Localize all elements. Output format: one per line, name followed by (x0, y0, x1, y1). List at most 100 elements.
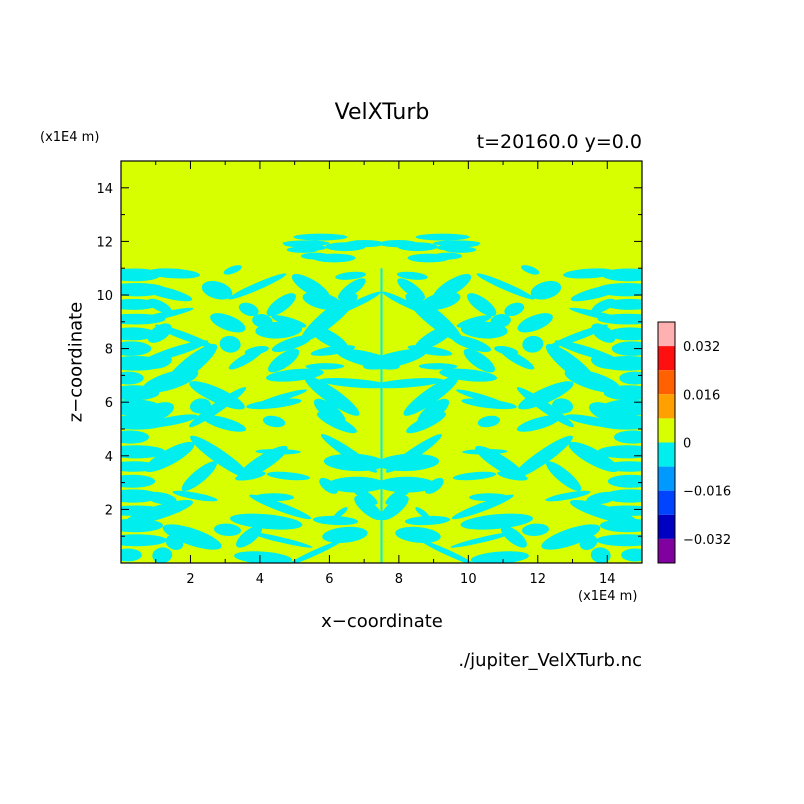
contour-patch (619, 371, 642, 385)
contour-patch (433, 273, 472, 300)
y-tick-label: 10 (96, 289, 113, 304)
chart-subtitle: t=20160.0 y=0.0 (476, 131, 642, 153)
contour-patch (452, 471, 497, 481)
contour-patch (475, 445, 526, 480)
contour-patch (407, 253, 451, 263)
contour-patch (301, 293, 358, 342)
colorbar-tick-label: −0.016 (683, 485, 731, 500)
contour-patch (530, 280, 562, 300)
contour-patch (333, 507, 348, 519)
contour-patch (490, 314, 511, 328)
contour-patch (143, 340, 209, 363)
contour-patch (621, 548, 642, 562)
colorbar-level (658, 394, 675, 419)
contour-patch (125, 499, 193, 525)
x-tick-label: 4 (256, 572, 264, 587)
contour-patch (597, 445, 642, 459)
contour-patch (494, 345, 519, 355)
contour-patch (415, 507, 430, 519)
x-tick-label: 12 (530, 572, 547, 587)
contour-patch (147, 268, 200, 279)
contour-patch (396, 271, 428, 280)
contour-patch (238, 302, 259, 317)
contour-patch (382, 291, 429, 315)
colorbar-level (658, 466, 675, 491)
y-tick-label: 14 (96, 182, 113, 197)
contour-patch (152, 547, 173, 563)
contour-patch (467, 293, 497, 317)
contour-patch (287, 539, 344, 563)
contour-patch (223, 265, 242, 275)
colorbar-tick-label: 0.016 (683, 388, 720, 403)
colorbar-level (658, 442, 675, 467)
x-tick-label: 10 (460, 572, 477, 587)
contour-patch (255, 493, 295, 502)
contour-patch (189, 381, 245, 410)
contour-patch (477, 415, 501, 428)
colorbar-level (658, 370, 675, 395)
contour-patch (463, 348, 495, 373)
colorbar-frame (657, 321, 676, 564)
contour-patch (405, 293, 462, 342)
contour-patch (121, 534, 167, 547)
contour-patch (230, 513, 303, 530)
chart-title: VelXTurb (334, 100, 430, 125)
colorbar-tick-label: 0 (683, 437, 691, 452)
y-axis-unit: (x1E4 m) (40, 130, 100, 145)
contour-patch (517, 313, 553, 333)
contour-patch (246, 398, 302, 410)
x-tick-label: 8 (395, 572, 403, 587)
contour-patch (228, 273, 287, 300)
contour-patch (162, 524, 222, 550)
contour-patch (541, 524, 601, 550)
contour-patch (255, 389, 307, 406)
colorbar-tick-label: −0.032 (683, 533, 731, 548)
plot-frame (120, 160, 643, 564)
contour-patch (451, 494, 514, 520)
contour-patch (293, 233, 348, 241)
contour-patch (589, 402, 623, 423)
contour-patch (321, 434, 378, 473)
contour-patch (611, 341, 642, 356)
contour-patch (461, 398, 517, 410)
x-axis-unit: (x1E4 m) (578, 589, 638, 604)
contour-patch (327, 476, 386, 493)
contour-patch (248, 531, 313, 548)
contour-patch (419, 539, 476, 563)
contour-patch (210, 313, 246, 333)
x-tick-label: 14 (599, 572, 616, 587)
contour-patch (121, 474, 156, 488)
contour-patch (395, 526, 441, 543)
contour-patch (512, 435, 573, 479)
contour-patch (165, 343, 218, 387)
contour-patch (334, 291, 381, 315)
contour-patch (545, 343, 598, 387)
contour-patch (363, 348, 427, 370)
contour-patch (450, 531, 515, 548)
contour-patch (380, 495, 409, 521)
contour-patch (521, 265, 540, 275)
contour-patch (439, 368, 497, 382)
contour-patch (312, 515, 359, 526)
contour-patch (335, 271, 367, 280)
x-tick-label: 2 (186, 572, 194, 587)
y-tick-label: 4 (105, 450, 113, 465)
contour-patch (237, 445, 288, 480)
contour-patch (201, 280, 233, 300)
contour-patch (144, 414, 198, 428)
contour-patch (266, 471, 311, 481)
contour-patch (266, 368, 324, 382)
contour-patch (554, 340, 620, 363)
contour-patch (249, 494, 312, 520)
contour-patch (234, 551, 293, 563)
contour-patch (244, 345, 269, 355)
contour-patch (521, 523, 549, 536)
x-axis-label: x−coordinate (321, 611, 443, 632)
contour-patch (415, 233, 470, 241)
contour-patch (337, 278, 366, 300)
contour-patch (518, 381, 574, 410)
contour-patch (304, 375, 360, 416)
contour-patch (548, 324, 608, 348)
x-tick-label: 6 (325, 572, 333, 587)
contour-patch (268, 348, 300, 373)
